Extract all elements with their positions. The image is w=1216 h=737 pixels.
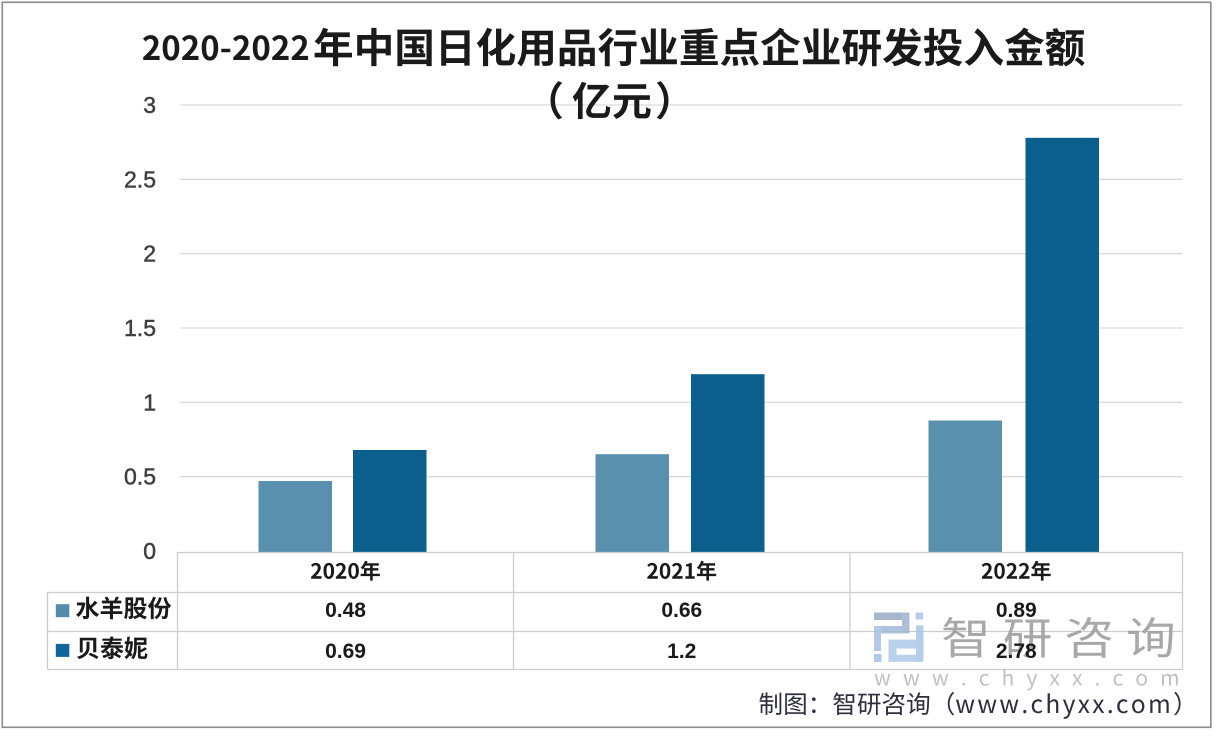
svg-text:1.5: 1.5 bbox=[124, 315, 156, 341]
svg-text:0.89: 0.89 bbox=[996, 599, 1037, 622]
svg-text:1: 1 bbox=[143, 389, 156, 415]
svg-text:0.69: 0.69 bbox=[325, 640, 366, 663]
svg-text:0.66: 0.66 bbox=[661, 599, 702, 622]
svg-text:2.78: 2.78 bbox=[996, 640, 1037, 663]
svg-text:2: 2 bbox=[143, 241, 156, 267]
svg-text:0.5: 0.5 bbox=[124, 464, 156, 490]
svg-text:2.5: 2.5 bbox=[124, 166, 156, 192]
svg-text:1.2: 1.2 bbox=[667, 640, 696, 663]
svg-text:0: 0 bbox=[143, 538, 156, 564]
svg-text:3: 3 bbox=[143, 92, 156, 118]
svg-text:0.48: 0.48 bbox=[325, 599, 366, 622]
